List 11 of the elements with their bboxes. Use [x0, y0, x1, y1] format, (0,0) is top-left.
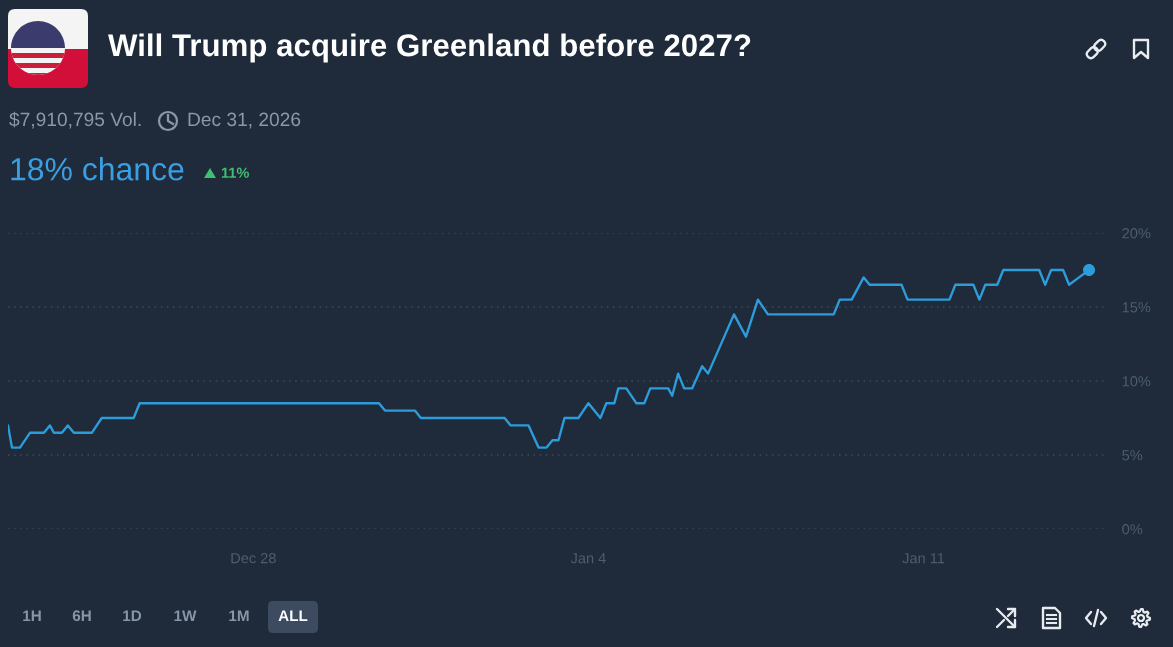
text: ALL: [278, 610, 308, 621]
text: 11%: [221, 167, 249, 178]
text: Dec 31, 2026: [188, 112, 301, 129]
text: 1H: [23, 610, 41, 621]
text: 1M: [229, 610, 249, 621]
text: 1D: [123, 610, 142, 621]
text: 1W: [174, 610, 197, 621]
text: 18% chance: [11, 157, 184, 181]
text: $7,910,795 Vol.: [9, 111, 141, 129]
chart-title: Will Trump acquire Greenland before 2027?: [108, 33, 751, 63]
text: 6H: [72, 610, 91, 622]
